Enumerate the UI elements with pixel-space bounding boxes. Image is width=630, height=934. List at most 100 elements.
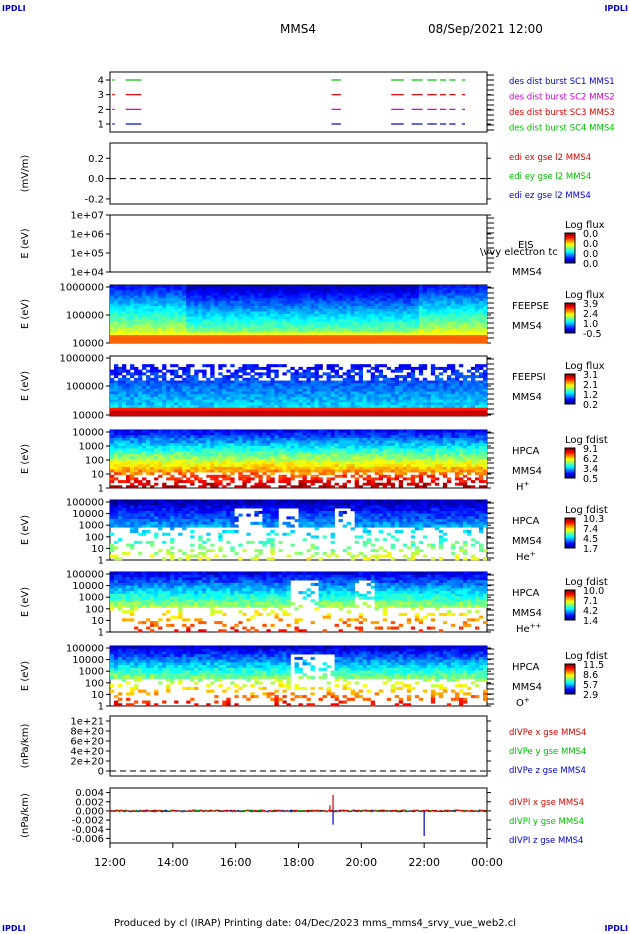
feepse-spectrogram-cell [202, 314, 207, 317]
hpca-h-spectrogram-cell [154, 456, 159, 460]
feepse-spectrogram-cell [442, 321, 448, 325]
hpca-h-spectrogram-cell [330, 432, 335, 436]
feepsi-spectrogram-cell [454, 375, 460, 379]
hpca-h-spectrogram-cell [154, 461, 159, 465]
feepsi-spectrogram-cell [398, 383, 404, 387]
feepsi-spectrogram-cell [350, 388, 355, 392]
hpca-h-spectrogram-cell [174, 469, 179, 473]
feepsi-spectrogram-cell [326, 386, 331, 390]
hpca-h-spectrogram-cell [194, 469, 199, 473]
feepse-spectrogram-cell [362, 316, 367, 320]
feepse-spectrogram-cell [294, 303, 299, 307]
feepsi-spectrogram-cell [330, 405, 335, 409]
feepsi-spectrogram-cell [182, 396, 187, 400]
hpca-h-spectrogram-cell [294, 474, 299, 478]
feepsi-spectrogram-cell [406, 375, 412, 379]
feepsi-spectrogram-cell [202, 372, 207, 376]
hpca-h-spectrogram-cell [294, 451, 299, 455]
feepse-spectrogram-cell [174, 300, 179, 304]
feepse-spectrogram-cell [250, 287, 255, 291]
hpca-h-spectrogram-cell [138, 464, 143, 468]
feepsi-spectrogram-cell [286, 405, 291, 409]
feepse-spectrogram-cell [238, 308, 243, 312]
feepsi-spectrogram-cell [186, 413, 191, 417]
hpca-h-spectrogram-cell [138, 453, 143, 457]
feepse-spectrogram-cell [278, 340, 283, 344]
feepse-spectrogram-cell [342, 327, 347, 331]
feepse-spectrogram-cell [370, 311, 376, 315]
feepsi-spectrogram-cell [190, 410, 195, 414]
hpca-h-spectrogram-cell [246, 474, 251, 478]
feepse-spectrogram-cell [250, 340, 255, 344]
feepse-spectrogram-cell [190, 316, 195, 320]
hpca-h-spectrogram-cell [198, 448, 203, 452]
feepse-spectrogram-cell [334, 298, 339, 302]
feepsi-spectrogram-cell [310, 396, 315, 400]
feepsi-spectrogram-cell [342, 405, 347, 409]
feepsi-spectrogram-cell [194, 380, 199, 384]
feepse-spectrogram-cell [182, 292, 187, 296]
hpca-h-spectrogram-cell [162, 430, 167, 433]
feepse-spectrogram-cell [218, 287, 223, 291]
feepsi-spectrogram-cell [122, 410, 127, 414]
feepsi-spectrogram-cell [154, 383, 159, 387]
feepse-spectrogram-cell [406, 324, 412, 328]
feepse-spectrogram-cell [186, 311, 191, 315]
feepse-spectrogram-cell [362, 303, 367, 307]
feepse-spectrogram-cell [322, 337, 327, 341]
feepsi-spectrogram-cell [294, 413, 299, 417]
hpca-h-spectrogram-cell [294, 432, 299, 436]
feepse-spectrogram-cell [162, 337, 167, 341]
feepse-spectrogram-cell [354, 308, 359, 312]
hpca-h-spectrogram-cell [178, 445, 183, 449]
feepsi-spectrogram-cell [154, 394, 159, 398]
hpca-h-spectrogram-cell [170, 485, 175, 489]
feepse-spectrogram-cell [342, 292, 347, 296]
feepse-spectrogram-cell [138, 295, 143, 299]
feepsi-spectrogram-cell [186, 364, 191, 368]
feepsi-spectrogram-cell [414, 410, 420, 414]
feepsi-spectrogram-cell [266, 380, 271, 384]
feepsi-spectrogram-cell [250, 405, 255, 409]
hpca-h-spectrogram-cell [186, 445, 191, 449]
feepse-spectrogram-cell [310, 290, 315, 294]
hpca-h-spectrogram-cell [210, 437, 215, 441]
feepse-spectrogram-cell [470, 340, 476, 344]
feepsi-spectrogram-cell [346, 407, 351, 411]
feepse-spectrogram-cell [290, 316, 295, 320]
hpca-h-spectrogram-cell [190, 480, 195, 484]
feepsi-spectrogram-cell [434, 410, 440, 414]
feepse-spectrogram-cell [146, 287, 151, 291]
hpca-h-spectrogram-cell [146, 435, 151, 439]
hpca-h-spectrogram-cell [110, 435, 115, 439]
feepse-spectrogram-cell [350, 337, 355, 341]
feepse-spectrogram-cell [310, 300, 315, 304]
feepse-spectrogram-cell [286, 298, 291, 302]
feepse-spectrogram-cell [446, 292, 452, 296]
feepsi-spectrogram-cell [458, 380, 464, 384]
feepsi-spectrogram-cell [118, 407, 123, 411]
feepse-spectrogram-cell [458, 319, 464, 323]
feepsi-spectrogram-cell [482, 369, 488, 373]
feepsi-spectrogram-cell [210, 394, 215, 398]
feepsi-spectrogram-cell [130, 394, 135, 398]
hpca-h-spectrogram-cell [326, 437, 331, 441]
feepsi-spectrogram-cell [366, 386, 371, 390]
feepse-spectrogram-cell [138, 321, 143, 325]
feepse-spectrogram-cell [162, 335, 167, 339]
feepsi-spectrogram-cell [330, 383, 335, 387]
feepse-spectrogram-cell [446, 327, 452, 331]
feepse-spectrogram-cell [290, 311, 295, 315]
hpca-h-spectrogram-cell [142, 466, 147, 470]
feepse-spectrogram-cell [382, 316, 388, 320]
hpca-h-spectrogram-cell [306, 456, 311, 460]
feepsi-spectrogram-cell [310, 394, 315, 398]
feepse-spectrogram-cell [306, 332, 311, 336]
feepse-spectrogram-cell [294, 311, 299, 315]
eis-colorbar-tick-label: 0.0 [583, 239, 598, 250]
feepsi-spectrogram-cell [126, 369, 131, 373]
hpca-h-spectrogram-cell [218, 474, 223, 478]
hpca-h-spectrogram-cell [298, 437, 303, 441]
feepsi-spectrogram-cell [482, 377, 488, 381]
hpca-h-spectrogram-cell [146, 445, 151, 449]
